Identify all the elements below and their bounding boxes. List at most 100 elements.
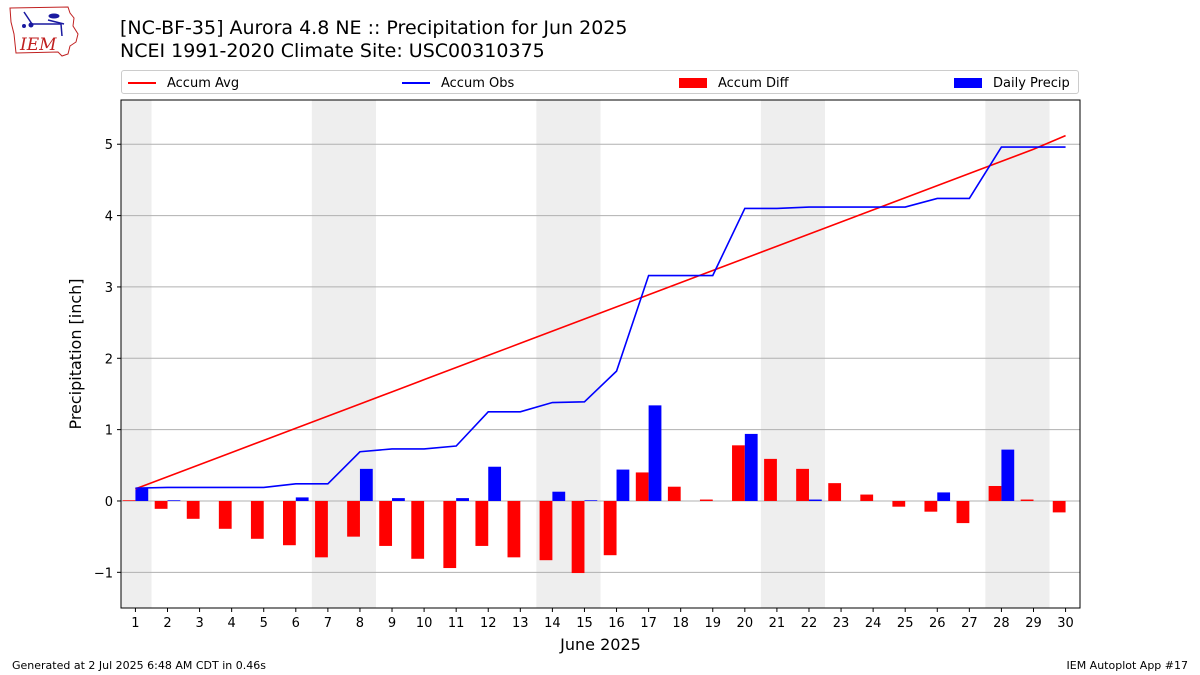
- accum-diff-bar: [443, 500, 457, 569]
- accum-obs-line: [135, 146, 1066, 489]
- daily-precip-bar: [616, 469, 630, 501]
- iem-logo: IEM: [9, 6, 79, 57]
- generated-timestamp: Generated at 2 Jul 2025 6:48 AM CDT in 0…: [12, 659, 266, 672]
- y-tick-label: 5: [105, 138, 113, 153]
- x-tick-label: 3: [195, 616, 203, 631]
- accum-diff-bar: [699, 499, 713, 501]
- y-tick-label: 4: [105, 210, 113, 225]
- y-axis-label: Precipitation [inch]: [66, 278, 85, 429]
- x-tick-label: 1: [131, 616, 139, 631]
- accum-diff-bar: [154, 500, 168, 509]
- x-tick-label: 22: [801, 616, 818, 631]
- daily-precip-bar: [392, 498, 405, 501]
- x-tick-label: 13: [512, 616, 529, 631]
- accum-diff-bar: [122, 500, 136, 501]
- legend-label: Accum Diff: [718, 75, 789, 91]
- x-tick-label: 17: [640, 616, 657, 631]
- y-tick-label: −1: [94, 566, 113, 581]
- daily-precip-bar: [552, 491, 566, 501]
- accum-diff-bar: [667, 486, 681, 501]
- x-tick-label: 2: [163, 616, 171, 631]
- chart-title: [NC-BF-35] Aurora 4.8 NE :: Precipitatio…: [120, 17, 628, 39]
- daily-precip-bar: [937, 492, 951, 501]
- accum-diff-bar: [539, 500, 553, 561]
- x-tick-label: 25: [897, 616, 914, 631]
- legend-item-accum-obs: Accum Obs: [402, 74, 514, 92]
- x-tick-label: 27: [961, 616, 978, 631]
- x-tick-label: 16: [608, 616, 625, 631]
- accum-diff-bar: [1052, 500, 1066, 513]
- accum-diff-bar: [603, 500, 617, 556]
- legend-item-accum-avg: Accum Avg: [128, 74, 239, 92]
- accum-diff-bar: [1020, 499, 1034, 501]
- accum-diff-bar: [732, 445, 745, 501]
- x-tick-label: 24: [865, 616, 882, 631]
- accum-diff-bar: [475, 500, 489, 546]
- legend-label: Daily Precip: [993, 75, 1070, 91]
- accum-diff-bar: [411, 500, 425, 559]
- x-tick-label: 5: [260, 616, 268, 631]
- x-tick-label: 4: [228, 616, 236, 631]
- accum-diff-bar: [924, 500, 938, 512]
- weekend-shade: [760, 100, 826, 608]
- weekend-shade: [985, 100, 1050, 608]
- accum-diff-bar: [860, 494, 874, 501]
- accum-diff-bar: [828, 483, 842, 501]
- x-tick-label: 18: [672, 616, 689, 631]
- legend-swatch: [954, 78, 982, 88]
- daily-precip-bar: [744, 433, 758, 501]
- accum-diff-bar: [956, 500, 970, 524]
- daily-precip-bar: [456, 498, 469, 501]
- legend-swatch: [128, 82, 156, 84]
- x-axis-label: June 2025: [559, 635, 641, 654]
- accum-diff-bar: [571, 500, 585, 574]
- x-tick-label: 9: [388, 616, 396, 631]
- accum-diff-bar: [347, 500, 360, 537]
- x-tick-label: 14: [544, 616, 561, 631]
- accum-diff-bar: [283, 500, 296, 546]
- x-tick-label: 20: [737, 616, 754, 631]
- chart-subtitle: NCEI 1991-2020 Climate Site: USC00310375: [120, 40, 545, 62]
- daily-precip-bar: [808, 499, 822, 501]
- legend-swatch: [679, 78, 707, 88]
- x-tick-label: 12: [480, 616, 497, 631]
- accum-diff-bar: [186, 500, 200, 519]
- accum-avg-line: [135, 134, 1066, 490]
- x-tick-label: 10: [416, 616, 433, 631]
- legend-label: Accum Avg: [167, 75, 240, 91]
- x-tick-label: 23: [833, 616, 850, 631]
- legend-swatch: [402, 82, 430, 84]
- chart-legend: Accum Avg Accum Obs Accum Diff Daily Pre…: [121, 70, 1079, 94]
- weekend-shade: [121, 100, 152, 608]
- legend-label: Accum Obs: [441, 75, 515, 91]
- accum-diff-bar: [796, 468, 809, 501]
- x-tick-label: 7: [324, 616, 332, 631]
- daily-precip-bar: [167, 500, 181, 501]
- accum-diff-bar: [379, 500, 393, 546]
- daily-precip-bar: [135, 488, 149, 501]
- y-tick-label: 1: [105, 424, 113, 439]
- x-tick-label: 19: [704, 616, 721, 631]
- daily-precip-bar: [648, 405, 662, 501]
- accum-diff-bar: [764, 458, 777, 501]
- y-tick-label: 0: [105, 495, 113, 510]
- x-tick-label: 29: [1025, 616, 1042, 631]
- plot-frame: [120, 99, 1081, 609]
- legend-item-accum-diff: Accum Diff: [679, 74, 789, 92]
- x-tick-label: 8: [356, 616, 364, 631]
- x-tick-label: 21: [769, 616, 786, 631]
- y-tick-label: 2: [105, 352, 113, 367]
- accum-diff-bar: [988, 485, 1002, 501]
- app-credit: IEM Autoplot App #17: [1066, 659, 1189, 672]
- y-tick-label: 3: [105, 281, 113, 296]
- x-tick-label: 15: [576, 616, 593, 631]
- x-tick-label: 30: [1057, 616, 1074, 631]
- x-tick-label: 11: [448, 616, 465, 631]
- daily-precip-bar: [584, 500, 598, 501]
- accum-diff-bar: [507, 500, 521, 558]
- accum-diff-bar: [892, 500, 906, 507]
- logo-text: IEM: [19, 35, 57, 55]
- x-tick-label: 28: [993, 616, 1010, 631]
- accum-diff-bar: [635, 472, 649, 501]
